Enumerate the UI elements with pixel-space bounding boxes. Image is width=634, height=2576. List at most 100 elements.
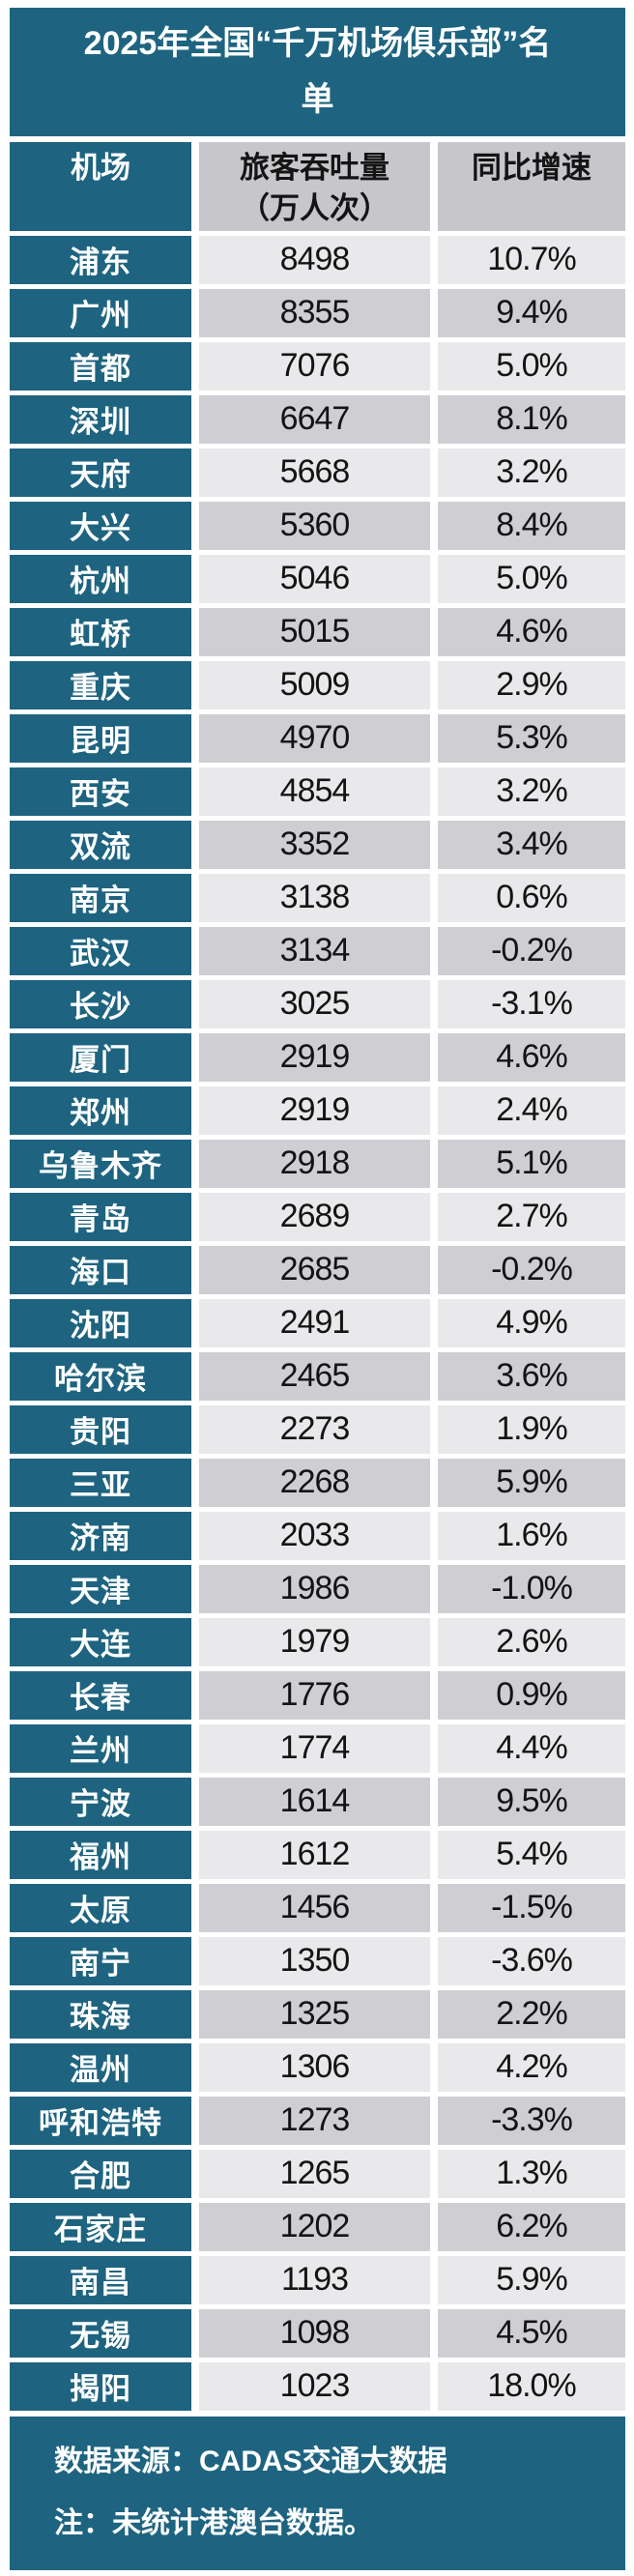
throughput-cell: 2919 (199, 1085, 430, 1135)
throughput-cell: 5009 (199, 660, 430, 709)
airport-cell: 长沙 (10, 979, 191, 1028)
airport-cell: 济南 (10, 1511, 191, 1560)
growth-cell: 8.4% (438, 501, 625, 550)
growth-cell: -3.3% (438, 2096, 625, 2145)
throughput-cell: 1023 (199, 2361, 430, 2411)
growth-cell: 6.2% (438, 2202, 625, 2251)
throughput-cell: 1612 (199, 1830, 430, 1879)
source-line: 数据来源：CADAS交通大数据 (54, 2445, 447, 2477)
airport-cell: 太原 (10, 1883, 191, 1932)
airport-cell: 南昌 (10, 2255, 191, 2304)
airport-cell: 宁波 (10, 1777, 191, 1826)
airport-table: 机场 旅客吞吐量 （万人次） 同比增速 浦东 8498 10.7% 广州 8355 9.4… (10, 141, 625, 2411)
airport-cell: 贵阳 (10, 1404, 191, 1454)
growth-cell: 0.6% (438, 873, 625, 922)
airport-cell: 珠海 (10, 1989, 191, 2039)
throughput-cell: 1614 (199, 1777, 430, 1826)
airport-cell: 首都 (10, 341, 191, 391)
column-header-airport: 机场 (10, 141, 191, 231)
growth-cell: 4.6% (438, 1032, 625, 1082)
airport-cell: 无锡 (10, 2308, 191, 2358)
throughput-cell: 5360 (199, 501, 430, 550)
airport-cell: 青岛 (10, 1192, 191, 1241)
growth-cell: 1.6% (438, 1511, 625, 1560)
growth-cell: 3.4% (438, 820, 625, 869)
airport-cell: 昆明 (10, 713, 191, 763)
airport-cell: 长春 (10, 1670, 191, 1720)
airport-cell: 石家庄 (10, 2202, 191, 2251)
growth-cell: 2.2% (438, 1989, 625, 2039)
airport-cell: 乌鲁木齐 (10, 1139, 191, 1188)
page-title: 2025年全国“千万机场俱乐部”名单 (10, 8, 625, 136)
airport-cell: 沈阳 (10, 1298, 191, 1347)
throughput-cell: 3138 (199, 873, 430, 922)
growth-cell: 4.6% (438, 607, 625, 656)
airport-cell: 南京 (10, 873, 191, 922)
airport-cell: 天府 (10, 448, 191, 497)
throughput-cell: 1774 (199, 1723, 430, 1773)
growth-cell: -0.2% (438, 926, 625, 975)
throughput-cell: 2919 (199, 1032, 430, 1082)
growth-cell: 0.9% (438, 1670, 625, 1720)
column-header-throughput-line1: 旅客吞吐量 (240, 150, 389, 185)
growth-cell: 4.9% (438, 1298, 625, 1347)
throughput-cell: 5046 (199, 554, 430, 603)
throughput-cell: 5015 (199, 607, 430, 656)
growth-cell: -1.5% (438, 1883, 625, 1932)
growth-cell: 5.1% (438, 1139, 625, 1188)
source-note: 数据来源：CADAS交通大数据 注：未统计港澳台数据。 (10, 2416, 625, 2570)
growth-cell: 5.0% (438, 554, 625, 603)
growth-cell: 1.3% (438, 2149, 625, 2198)
airport-cell: 兰州 (10, 1723, 191, 1773)
growth-cell: 5.0% (438, 341, 625, 391)
throughput-cell: 2033 (199, 1511, 430, 1560)
throughput-cell: 1776 (199, 1670, 430, 1720)
throughput-cell: 2273 (199, 1404, 430, 1454)
throughput-cell: 1265 (199, 2149, 430, 2198)
throughput-cell: 4854 (199, 767, 430, 816)
growth-cell: 9.4% (438, 288, 625, 337)
growth-cell: 2.7% (438, 1192, 625, 1241)
airport-cell: 广州 (10, 288, 191, 337)
throughput-cell: 2918 (199, 1139, 430, 1188)
column-header-throughput-line2: （万人次） (240, 190, 389, 225)
airport-cell: 杭州 (10, 554, 191, 603)
throughput-cell: 1979 (199, 1617, 430, 1666)
airport-cell: 海口 (10, 1245, 191, 1294)
growth-cell: -3.1% (438, 979, 625, 1028)
growth-cell: 8.1% (438, 394, 625, 444)
column-header-throughput: 旅客吞吐量 （万人次） (199, 141, 430, 231)
column-header-growth: 同比增速 (438, 141, 625, 231)
growth-cell: 2.9% (438, 660, 625, 709)
throughput-cell: 1273 (199, 2096, 430, 2145)
airport-cell: 重庆 (10, 660, 191, 709)
growth-cell: 5.9% (438, 1458, 625, 1507)
throughput-cell: 1456 (199, 1883, 430, 1932)
growth-cell: 4.2% (438, 2042, 625, 2092)
throughput-cell: 2465 (199, 1351, 430, 1401)
note-line: 注：未统计港澳台数据。 (54, 2507, 373, 2540)
throughput-cell: 1350 (199, 1936, 430, 1985)
airport-cell: 郑州 (10, 1085, 191, 1135)
airport-cell: 厦门 (10, 1032, 191, 1082)
throughput-cell: 3134 (199, 926, 430, 975)
growth-cell: 2.4% (438, 1085, 625, 1135)
airport-cell: 呼和浩特 (10, 2096, 191, 2145)
growth-cell: 9.5% (438, 1777, 625, 1826)
growth-cell: -0.2% (438, 1245, 625, 1294)
airport-cell: 三亚 (10, 1458, 191, 1507)
throughput-cell: 2685 (199, 1245, 430, 1294)
airport-cell: 武汉 (10, 926, 191, 975)
growth-cell: 3.2% (438, 448, 625, 497)
airport-cell: 双流 (10, 820, 191, 869)
growth-cell: 3.2% (438, 767, 625, 816)
throughput-cell: 2268 (199, 1458, 430, 1507)
growth-cell: 4.4% (438, 1723, 625, 1773)
throughput-cell: 8355 (199, 288, 430, 337)
throughput-cell: 8498 (199, 235, 430, 284)
throughput-cell: 5668 (199, 448, 430, 497)
airport-cell: 天津 (10, 1564, 191, 1613)
throughput-cell: 4970 (199, 713, 430, 763)
throughput-cell: 1986 (199, 1564, 430, 1613)
